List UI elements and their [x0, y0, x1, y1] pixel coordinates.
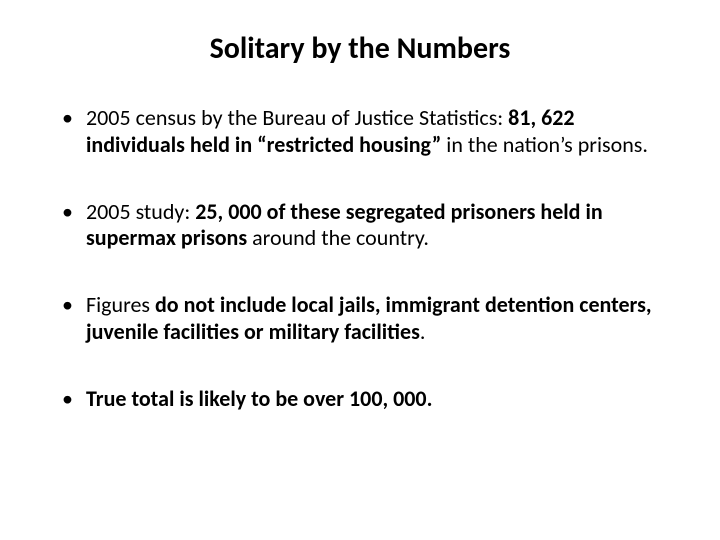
bullet-item: 2005 study: 25, 000 of these segregated …: [58, 199, 672, 253]
text-run: 2005 study:: [86, 198, 195, 225]
text-run: around the country.: [252, 224, 429, 251]
text-run: in the nation’s prisons.: [446, 131, 648, 158]
bullet-item: True total is likely to be over 100, 000…: [58, 386, 672, 413]
bullet-item: Figures do not include local jails, immi…: [58, 292, 672, 346]
bullet-item: 2005 census by the Bureau of Justice Sta…: [58, 105, 672, 159]
text-run: do not include local jails, immigrant de…: [86, 291, 652, 345]
text-run: True total is likely to be over 100, 000…: [86, 385, 432, 412]
text-run: .: [420, 318, 426, 345]
slide-title: Solitary by the Numbers: [48, 30, 672, 67]
text-run: 2005 census by the Bureau of Justice Sta…: [86, 104, 508, 131]
bullet-list: 2005 census by the Bureau of Justice Sta…: [48, 105, 672, 413]
text-run: Figures: [86, 291, 155, 318]
